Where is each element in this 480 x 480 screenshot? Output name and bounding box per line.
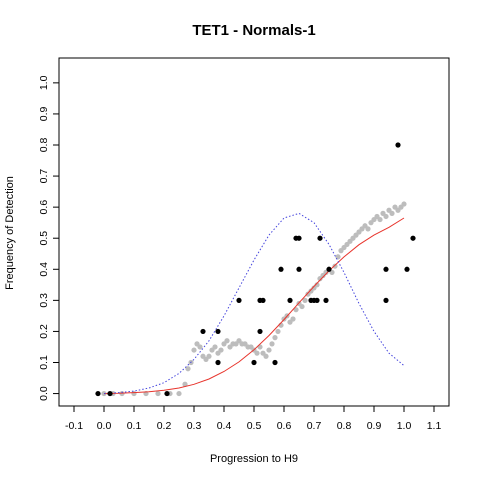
y-tick-label: 0.7 <box>38 169 50 184</box>
observed-point <box>317 235 323 241</box>
observed-point <box>404 266 410 272</box>
smoothed-point <box>182 381 188 387</box>
x-tick-label: 0.0 <box>97 420 112 432</box>
x-tick-label: 0.1 <box>127 420 142 432</box>
chart-title: TET1 - Normals-1 <box>192 22 315 39</box>
fit-line <box>103 217 405 395</box>
y-tick-label: 0.4 <box>38 262 50 277</box>
observed-point <box>287 297 293 303</box>
y-tick-label: 0.8 <box>38 138 50 153</box>
smoothed-point <box>383 213 389 220</box>
smoothed-point <box>365 226 371 232</box>
x-axis: -0.1 0.0 0.1 0.2 0.3 0.4 0.5 0.6 0.7 0.8 0.9 1.0 1.1 <box>65 406 441 432</box>
observed-point <box>296 235 302 241</box>
smoothed-point <box>302 297 308 303</box>
density-line <box>103 212 405 395</box>
smoothed-point <box>269 341 275 347</box>
smoothed-point <box>224 338 230 344</box>
y-tick-label: 0.2 <box>38 324 50 339</box>
x-tick-label: 0.8 <box>337 420 352 432</box>
y-tick-label: 1.0 <box>38 75 50 90</box>
x-tick-label: 1.1 <box>427 420 442 432</box>
observed-point <box>314 297 320 303</box>
x-tick-label: 0.4 <box>217 420 232 432</box>
observed-point <box>383 266 389 272</box>
smoothed-point <box>275 328 281 335</box>
smoothed-point <box>377 216 383 223</box>
smoothed-point <box>176 390 182 397</box>
observed-point <box>215 328 221 335</box>
x-tick-label: 0.6 <box>277 420 292 432</box>
y-tick-label: 0.6 <box>38 200 50 215</box>
observed-point <box>296 266 302 272</box>
smoothed-point <box>254 350 260 356</box>
smoothed-point <box>314 282 320 288</box>
smoothed-point <box>266 347 272 353</box>
smoothed-point <box>332 263 338 269</box>
observed-point <box>257 328 263 335</box>
observed-point <box>164 390 170 397</box>
smoothed-point <box>299 303 305 310</box>
y-tick-label: 0.3 <box>38 293 50 308</box>
smoothed-point <box>290 316 296 322</box>
observed-point <box>278 266 284 272</box>
y-axis: 0.0 0.1 0.2 0.3 0.4 0.5 0.6 0.7 0.8 0.9 1.0 <box>38 75 59 401</box>
observed-point <box>323 297 329 303</box>
y-tick-label: 0.5 <box>38 231 50 246</box>
observed-point <box>95 390 101 397</box>
observed-point <box>383 297 389 303</box>
smoothed-point <box>197 344 203 350</box>
smoothed-point <box>263 353 269 359</box>
observed-point <box>215 359 221 366</box>
y-tick-label: 0.9 <box>38 106 50 121</box>
smoothed-point <box>272 335 278 341</box>
observed-point <box>251 359 257 366</box>
smoothed-point <box>401 201 407 207</box>
smoothed-point <box>212 344 218 350</box>
smoothed-point <box>155 390 161 397</box>
smoothed-point <box>185 366 191 372</box>
observed-point <box>272 359 278 366</box>
x-tick-label: 0.7 <box>307 420 322 432</box>
smoothed-point <box>293 307 299 313</box>
observed-point <box>395 142 401 148</box>
observed-point <box>260 297 266 303</box>
observed-point <box>200 328 206 335</box>
y-axis-label: Frequency of Detection <box>4 176 16 290</box>
x-tick-label: 0.3 <box>187 420 202 432</box>
observed-point <box>107 390 113 397</box>
observed-point <box>326 266 332 272</box>
y-tick-label: 0.1 <box>38 355 50 370</box>
observed-point <box>410 235 416 241</box>
observed-point <box>236 297 242 303</box>
x-tick-label: 0.2 <box>157 420 172 432</box>
y-tick-label: 0.0 <box>38 386 50 401</box>
x-axis-label: Progression to H9 <box>210 453 298 465</box>
x-tick-label: 0.9 <box>367 420 382 432</box>
smoothed-point <box>206 353 212 359</box>
x-tick-label: 0.5 <box>247 420 262 432</box>
smoothed-point <box>191 347 197 353</box>
smoothed-point <box>389 210 395 216</box>
x-tick-label: -0.1 <box>65 420 83 432</box>
smoothed-point <box>218 347 224 353</box>
x-tick-label: 1.0 <box>397 420 412 432</box>
